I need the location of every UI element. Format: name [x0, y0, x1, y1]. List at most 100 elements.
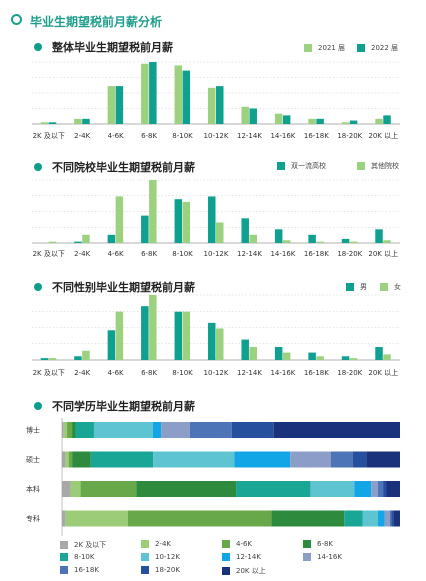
section-dot-icon	[34, 402, 42, 410]
stack-segment-18-20K	[352, 451, 367, 468]
x-tick-label: 14-16K	[270, 369, 295, 377]
bar-1-2022 届	[383, 115, 391, 124]
bar-1-2021 届	[174, 65, 183, 124]
stack-segment-2K 及以下	[62, 422, 64, 438]
stack-segment-2-4K	[70, 481, 81, 497]
bar-2-双一流高校	[141, 215, 149, 243]
bar-1-2021 届	[341, 122, 350, 124]
x-tick-label: 12-14K	[237, 132, 262, 140]
legend-swatch	[141, 553, 149, 561]
legend-swatch	[141, 540, 149, 548]
stack-segment-2-4K	[65, 451, 69, 468]
bar-1-2021 届	[40, 122, 49, 124]
legend-label: 2K 及以下	[74, 541, 107, 549]
x-tick-label: 16-18K	[304, 132, 329, 140]
legend-swatch	[277, 162, 285, 170]
bar-1-2022 届	[48, 122, 57, 124]
legend-label: 双一流高校	[291, 162, 326, 170]
chart-3-legend-a: 男	[346, 282, 367, 292]
x-tick-label: 20K 以上	[368, 368, 398, 377]
x-tick-label: 4-6K	[108, 132, 124, 140]
bar-1-2022 届	[316, 118, 324, 124]
bar-2-其他院校	[182, 201, 191, 243]
stack-segment-20K 以上	[393, 510, 400, 527]
x-tick-label: 20K 以上	[368, 249, 398, 258]
bar-1-2022 届	[282, 115, 291, 124]
bar-2-双一流高校	[308, 234, 316, 243]
bar-1-2022 届	[149, 62, 157, 124]
legend-label: 8-10K	[74, 553, 95, 561]
x-tick-label: 14-16K	[270, 250, 295, 258]
x-tick-label: 2K 及以下	[33, 132, 65, 140]
chart-2-legend-b: 其他院校	[357, 161, 399, 171]
bar-2-其他院校	[349, 241, 358, 243]
legend-label: 14-16K	[317, 553, 342, 561]
legend-item: 2-4K	[141, 540, 171, 548]
bar-3-女	[82, 350, 90, 360]
title-ring-icon	[11, 14, 22, 25]
stack-segment-12-14K	[354, 481, 372, 497]
chart-3-legend-b: 女	[380, 282, 401, 292]
bar-2-其他院校	[216, 222, 224, 243]
bar-1-2021 届	[208, 87, 216, 124]
legend-item: 12-14K	[222, 553, 261, 561]
bar-3-男	[141, 306, 149, 360]
stack-segment-8-10K	[236, 481, 311, 497]
x-tick-label: 18-20K	[337, 369, 362, 377]
legend-label: 10-12K	[155, 553, 180, 561]
stack-segment-2K 及以下	[62, 451, 66, 468]
bar-3-女	[249, 347, 257, 360]
legend-item: 16-18K	[60, 566, 99, 574]
bar-1-2022 届	[82, 118, 90, 124]
stack-segment-14-16K	[161, 422, 190, 438]
legend-swatch	[357, 44, 365, 52]
legend-swatch	[357, 162, 365, 170]
y-tick-label: 博士	[26, 426, 40, 435]
bar-3-女	[182, 311, 191, 360]
bar-2-双一流高校	[174, 199, 183, 243]
x-tick-label: 4-6K	[108, 369, 124, 377]
x-tick-label: 4-6K	[108, 250, 124, 258]
stack-segment-4-6K	[127, 510, 272, 527]
stack-segment-2-4K	[65, 510, 128, 527]
stack-segment-10-12K	[153, 451, 235, 468]
bar-3-男	[375, 347, 383, 360]
stack-segment-12-14K	[378, 510, 385, 527]
stack-segment-18-20K	[231, 422, 274, 438]
legend-item: 10-12K	[141, 553, 180, 561]
x-tick-label: 6-8K	[141, 132, 157, 140]
stack-segment-16-18K	[389, 510, 392, 527]
stack-segment-6-8K	[72, 422, 76, 438]
legend-label: 12-14K	[236, 553, 261, 561]
stack-segment-6-8K	[72, 451, 91, 468]
legend-swatch	[346, 283, 354, 291]
stack-segment-16-18K	[189, 422, 232, 438]
legend-swatch	[222, 540, 230, 548]
legend-swatch	[303, 540, 311, 548]
bar-3-女	[149, 295, 157, 360]
bar-2-双一流高校	[74, 241, 82, 243]
bar-3-女	[115, 311, 124, 360]
stack-segment-20K 以上	[366, 451, 400, 468]
bar-2-其他院校	[82, 234, 90, 243]
section-dot-icon	[34, 163, 42, 171]
stack-segment-12-14K	[234, 451, 291, 468]
stack-segment-12-14K	[152, 422, 162, 438]
bar-2-双一流高校	[208, 196, 216, 243]
bar-1-2021 届	[74, 118, 82, 124]
x-tick-label: 12-14K	[237, 369, 262, 377]
chart-2-title: 不同院校毕业生期望税前月薪	[52, 161, 195, 174]
bar-2-其他院校	[316, 241, 324, 243]
legend-label: 16-18K	[74, 566, 99, 574]
x-tick-label: 16-18K	[304, 250, 329, 258]
x-tick-label: 6-8K	[141, 250, 157, 258]
stack-segment-10-12K	[93, 422, 153, 438]
stack-segment-10-12K	[310, 481, 355, 497]
bar-2-双一流高校	[274, 229, 283, 243]
bar-3-男	[308, 352, 316, 360]
chart-1-title: 整体毕业生期望税前月薪	[52, 41, 173, 54]
bar-3-男	[274, 347, 283, 360]
x-tick-label: 8-10K	[172, 132, 193, 140]
bar-2-双一流高校	[341, 238, 350, 243]
